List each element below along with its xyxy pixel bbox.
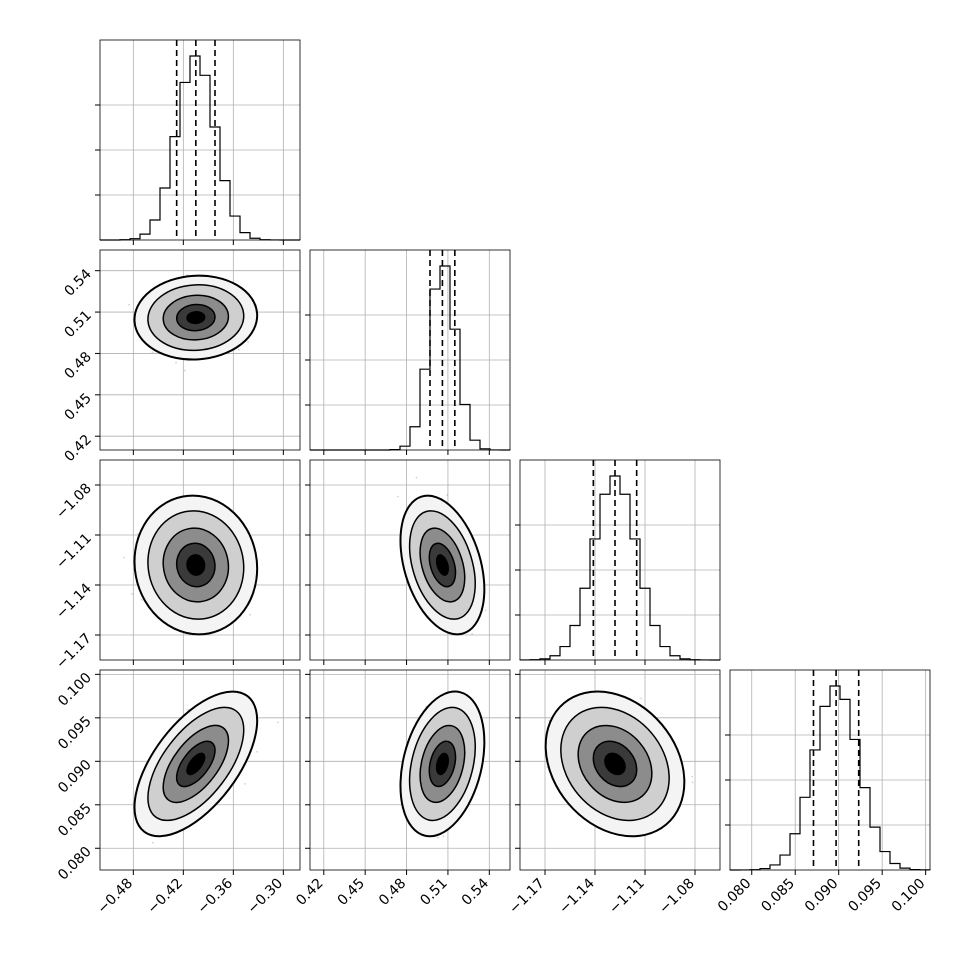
panel-2-0: −1.17 −1.14 −1.11 −1.08: [53, 459, 301, 673]
ytick-label-2-3: −1.08: [53, 481, 95, 523]
ytick-label-2-0: −1.17: [53, 631, 95, 673]
xtick-label-0-1: −0.42: [145, 876, 187, 918]
xtick-label-2-3: −1.08: [656, 876, 698, 918]
xtick-label-3-3: 0.095: [845, 876, 885, 916]
contour-1-0-0: [133, 274, 259, 361]
contour-2-0-2: [162, 527, 230, 603]
ytick-label-1-0: 0.42: [61, 432, 94, 465]
xtick-label-2-0: −1.17: [506, 876, 548, 918]
density-3-1: [399, 690, 486, 839]
panel-1-1: [305, 249, 511, 455]
xtick-label-3-1: 0.085: [758, 876, 798, 916]
ytick-label-3-1: 0.085: [55, 800, 95, 840]
panel-2-2: [515, 459, 721, 665]
density-3-2: [544, 690, 694, 838]
xtick-label-3-4: 0.100: [889, 876, 929, 916]
ytick-label-3-2: 0.090: [55, 757, 95, 797]
panel-frame-2-2: [519, 459, 721, 661]
xtick-label-1-3: 0.51: [417, 876, 450, 909]
contour-2-0-3: [175, 542, 216, 588]
contour-3-2-0: [544, 690, 686, 838]
density-fill-3-0-4: [186, 752, 206, 776]
density-fill-3-1-4: [435, 752, 449, 776]
histogram-3: [729, 685, 931, 871]
ytick-label-3-3: 0.095: [55, 713, 95, 753]
contour-3-0-1: [147, 706, 245, 822]
xtick-label-0-0: −0.48: [95, 876, 137, 918]
ytick-label-3-0: 0.080: [55, 844, 95, 884]
xtick-label-2-1: −1.14: [556, 875, 598, 917]
contour-3-1-3: [428, 740, 457, 788]
panel-frame-2-1: [309, 459, 511, 661]
xtick-label-1-4: 0.54: [459, 875, 492, 908]
contour-2-1-0: [399, 494, 486, 636]
contour-2-0-1: [147, 510, 245, 620]
contour-2-1-2: [419, 527, 466, 603]
density-2-0: [122, 494, 259, 636]
ytick-label-1-1: 0.45: [61, 390, 94, 423]
density-fill-2-1-4: [435, 554, 449, 576]
xtick-label-2-2: −1.11: [606, 876, 648, 918]
ytick-label-2-2: −1.11: [53, 531, 95, 573]
contour-1-0-3: [175, 303, 216, 332]
density-fill-3-2-4: [604, 752, 626, 776]
contour-3-1-0: [399, 690, 486, 838]
xtick-label-3-0: 0.080: [715, 876, 755, 916]
contour-3-1-1: [408, 706, 476, 822]
density-1-0: [128, 274, 259, 372]
contour-3-0-3: [175, 740, 216, 788]
ytick-label-1-3: 0.51: [61, 308, 94, 341]
histogram-0: [99, 55, 300, 241]
density-3-0: [133, 690, 279, 844]
panel-2-1: [305, 459, 511, 665]
density-fill-2-0-4: [186, 554, 206, 576]
density-2-1: [397, 476, 487, 636]
contour-3-1-2: [419, 724, 466, 804]
panel-frame-3-3: [729, 669, 931, 871]
panel-3-1: 0.42 0.45 0.48 0.51 0.54: [293, 669, 511, 909]
xtick-label-1-0: 0.42: [293, 876, 326, 909]
panel-frame-2-0: [99, 459, 301, 661]
xtick-label-1-2: 0.48: [376, 876, 409, 909]
panel-0-0: [95, 39, 301, 245]
panel-3-3: 0.080 0.085 0.090 0.095 0.100: [715, 669, 931, 916]
xtick-label-0-3: −0.30: [245, 876, 287, 918]
contour-1-0-1: [147, 284, 245, 352]
density-fill-1-0-4: [186, 311, 206, 325]
ytick-label-3-4: 0.100: [55, 670, 95, 710]
panel-frame-3-1: [309, 669, 511, 871]
contour-3-0-2: [162, 724, 230, 804]
panel-frame-3-0: [99, 669, 301, 871]
contour-3-2-3: [592, 740, 638, 788]
ytick-label-1-2: 0.48: [61, 349, 94, 382]
panel-frame-1-1: [309, 249, 511, 451]
xtick-label-0-2: −0.36: [195, 875, 237, 917]
panel-3-2: −1.17 −1.14 −1.11 −1.08: [506, 669, 721, 918]
panel-frame-0-0: [99, 39, 301, 241]
contour-2-1-3: [428, 542, 457, 588]
xtick-label-1-1: 0.45: [335, 876, 368, 909]
contour-3-2-1: [560, 706, 670, 822]
panel-frame-1-0: [99, 249, 301, 451]
ytick-label-1-4: 0.54: [61, 266, 94, 299]
contour-1-0-2: [162, 294, 230, 341]
xtick-label-3-2: 0.090: [802, 876, 842, 916]
contour-2-1-1: [408, 510, 476, 620]
contour-2-0-0: [133, 494, 259, 636]
panel-1-0: 0.42 0.45 0.48 0.51 0.54: [61, 249, 301, 465]
contour-3-0-0: [133, 690, 259, 838]
ytick-label-2-1: −1.14: [53, 580, 95, 622]
histogram-2: [519, 475, 721, 661]
panel-3-0: −0.48 −0.42 −0.36 −0.30 0.0800.0850.0900.095…: [55, 669, 301, 918]
panel-frame-3-2: [519, 669, 721, 871]
histogram-1: [310, 265, 511, 451]
contour-3-2-2: [577, 724, 653, 804]
